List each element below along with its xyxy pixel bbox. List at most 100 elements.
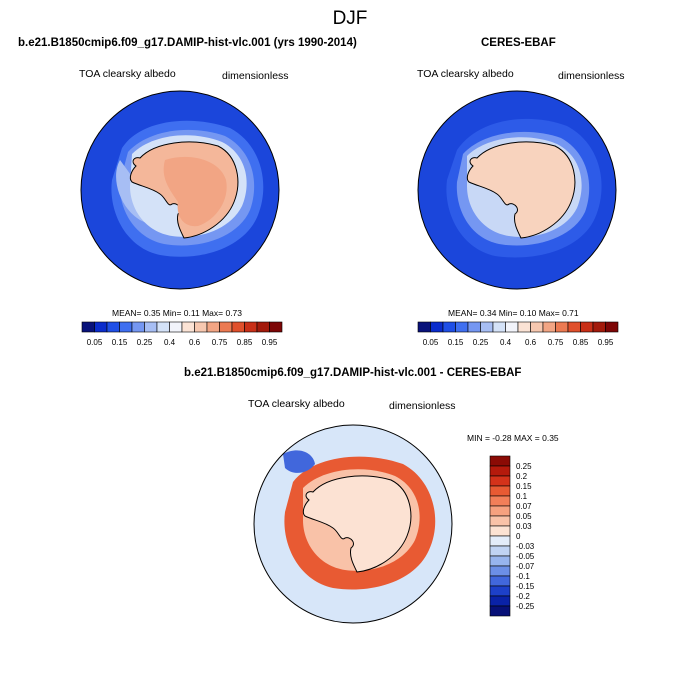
right-colorbar-swatch	[492, 321, 506, 333]
diff-colorbar-label: 0	[516, 532, 521, 541]
diff-colorbar-label: -0.2	[516, 592, 530, 601]
diff-colorbar-label: 0.25	[516, 462, 532, 471]
right-colorbar-swatch	[480, 321, 494, 333]
diff-colorbar-label: -0.1	[516, 572, 530, 581]
diff-colorbar-swatch	[489, 525, 511, 537]
right-antarctica	[466, 141, 576, 239]
left-colorbar-swatch	[81, 321, 95, 333]
right-colorbar-label: 0.05	[423, 338, 439, 347]
right-colorbar-swatch	[530, 321, 544, 333]
left-colorbar-label: 0.75	[212, 338, 228, 347]
diff-colorbar-swatch	[489, 585, 511, 597]
page-title: DJF	[332, 8, 368, 29]
left-variable-label: TOA clearsky albedo	[79, 68, 176, 80]
diff-colorbar-swatch	[489, 475, 511, 487]
left-colorbar: 0.05 0.15 0.25 0.4 0.6 0.75 0.85 0.95	[81, 321, 283, 347]
left-stats: MEAN= 0.35 Min= 0.11 Max= 0.73	[112, 308, 243, 318]
left-colorbar-swatch	[181, 321, 195, 333]
left-colorbar-swatch	[244, 321, 258, 333]
diff-colorbar-swatch	[489, 565, 511, 577]
left-colorbar-label: 0.15	[112, 338, 128, 347]
diff-negative-patch	[283, 450, 315, 473]
diff-colorbar-swatch	[489, 545, 511, 557]
left-colorbar-swatch	[269, 321, 283, 333]
right-colorbar-swatch	[455, 321, 469, 333]
diff-colorbar-swatch	[489, 495, 511, 507]
left-colorbar-swatch	[256, 321, 270, 333]
diff-colorbar-swatch	[489, 505, 511, 517]
left-colorbar-swatch	[144, 321, 158, 333]
diff-colorbar-swatch	[489, 595, 511, 607]
diff-colorbar-label: -0.07	[516, 562, 535, 571]
right-colorbar-swatch	[417, 321, 431, 333]
right-colorbar-swatch	[430, 321, 444, 333]
left-colorbar-label: 0.95	[262, 338, 278, 347]
diff-colorbar-label: -0.05	[516, 552, 535, 561]
diff-units-label: dimensionless	[389, 400, 456, 412]
right-colorbar-swatch	[542, 321, 556, 333]
right-colorbar-label: 0.25	[473, 338, 489, 347]
left-colorbar-swatch	[219, 321, 233, 333]
diff-colorbar-label: 0.15	[516, 482, 532, 491]
diff-colorbar-label: 0.07	[516, 502, 532, 511]
diff-colorbar-swatch	[489, 485, 511, 497]
left-colorbar-swatch	[231, 321, 245, 333]
right-colorbar-label: 0.6	[525, 338, 537, 347]
diff-colorbar-label: 0.05	[516, 512, 532, 521]
diff-variable-label: TOA clearsky albedo	[248, 398, 345, 410]
diff-colorbar-swatch	[489, 575, 511, 587]
right-colorbar-swatch	[567, 321, 581, 333]
right-colorbar-swatch	[592, 321, 606, 333]
right-colorbar-swatch	[467, 321, 481, 333]
left-units-label: dimensionless	[222, 70, 289, 82]
right-stats: MEAN= 0.34 Min= 0.10 Max= 0.71	[448, 308, 579, 318]
left-colorbar-label: 0.25	[137, 338, 153, 347]
left-colorbar-swatch	[119, 321, 133, 333]
left-colorbar-label: 0.6	[189, 338, 201, 347]
left-colorbar-swatch	[194, 321, 208, 333]
left-colorbar-label: 0.4	[164, 338, 176, 347]
diff-colorbar-swatch	[489, 465, 511, 477]
left-colorbar-swatch	[106, 321, 120, 333]
left-colorbar-swatch	[169, 321, 183, 333]
diff-colorbar-swatch	[489, 535, 511, 547]
left-colorbar-swatch	[94, 321, 108, 333]
right-colorbar: 0.05 0.15 0.25 0.4 0.6 0.75 0.85 0.95	[417, 321, 619, 347]
diff-colorbar-label: -0.25	[516, 602, 535, 611]
right-colorbar-label: 0.95	[598, 338, 614, 347]
right-colorbar-swatch	[605, 321, 619, 333]
diff-colorbar-swatch	[489, 455, 511, 467]
right-colorbar-label: 0.85	[573, 338, 589, 347]
right-units-label: dimensionless	[558, 70, 625, 82]
diff-antarctica	[302, 475, 412, 573]
diff-colorbar-swatch	[489, 605, 511, 617]
left-colorbar-label: 0.85	[237, 338, 253, 347]
left-panel-title: b.e21.B1850cmip6.f09_g17.DAMIP-hist-vlc.…	[18, 37, 357, 49]
right-colorbar-swatch	[505, 321, 519, 333]
right-colorbar-swatch	[517, 321, 531, 333]
right-panel-title: CERES-EBAF	[481, 37, 556, 49]
diff-colorbar-swatch	[489, 515, 511, 527]
diff-colorbar-label: 0.1	[516, 492, 528, 501]
right-colorbar-swatch	[442, 321, 456, 333]
right-colorbar-swatch	[555, 321, 569, 333]
right-colorbar-label: 0.75	[548, 338, 564, 347]
left-interior-plateau	[163, 156, 227, 227]
diff-polar-map	[253, 424, 453, 624]
right-colorbar-label: 0.4	[500, 338, 512, 347]
diff-colorbar-label: -0.15	[516, 582, 535, 591]
left-colorbar-label: 0.05	[87, 338, 103, 347]
left-polar-map	[80, 90, 280, 290]
diff-colorbar-label: 0.03	[516, 522, 532, 531]
diff-panel-title: b.e21.B1850cmip6.f09_g17.DAMIP-hist-vlc.…	[184, 367, 522, 379]
left-colorbar-swatch	[206, 321, 220, 333]
right-colorbar-label: 0.15	[448, 338, 464, 347]
left-colorbar-swatch	[131, 321, 145, 333]
diff-colorbar-swatch	[489, 555, 511, 567]
right-variable-label: TOA clearsky albedo	[417, 68, 514, 80]
diff-colorbar-label: 0.2	[516, 472, 528, 481]
diff-colorbar: 0.250.20.150.10.070.050.030-0.03-0.05-0.…	[489, 455, 535, 617]
right-colorbar-swatch	[580, 321, 594, 333]
diff-colorbar-label: -0.03	[516, 542, 535, 551]
left-colorbar-swatch	[156, 321, 170, 333]
